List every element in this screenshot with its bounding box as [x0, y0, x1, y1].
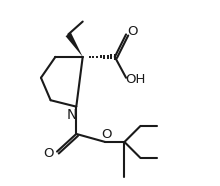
Text: O: O — [127, 25, 138, 38]
Text: N: N — [67, 108, 77, 122]
Text: OH: OH — [125, 73, 146, 86]
Text: O: O — [102, 128, 112, 141]
Polygon shape — [66, 33, 83, 57]
Text: O: O — [43, 147, 53, 160]
